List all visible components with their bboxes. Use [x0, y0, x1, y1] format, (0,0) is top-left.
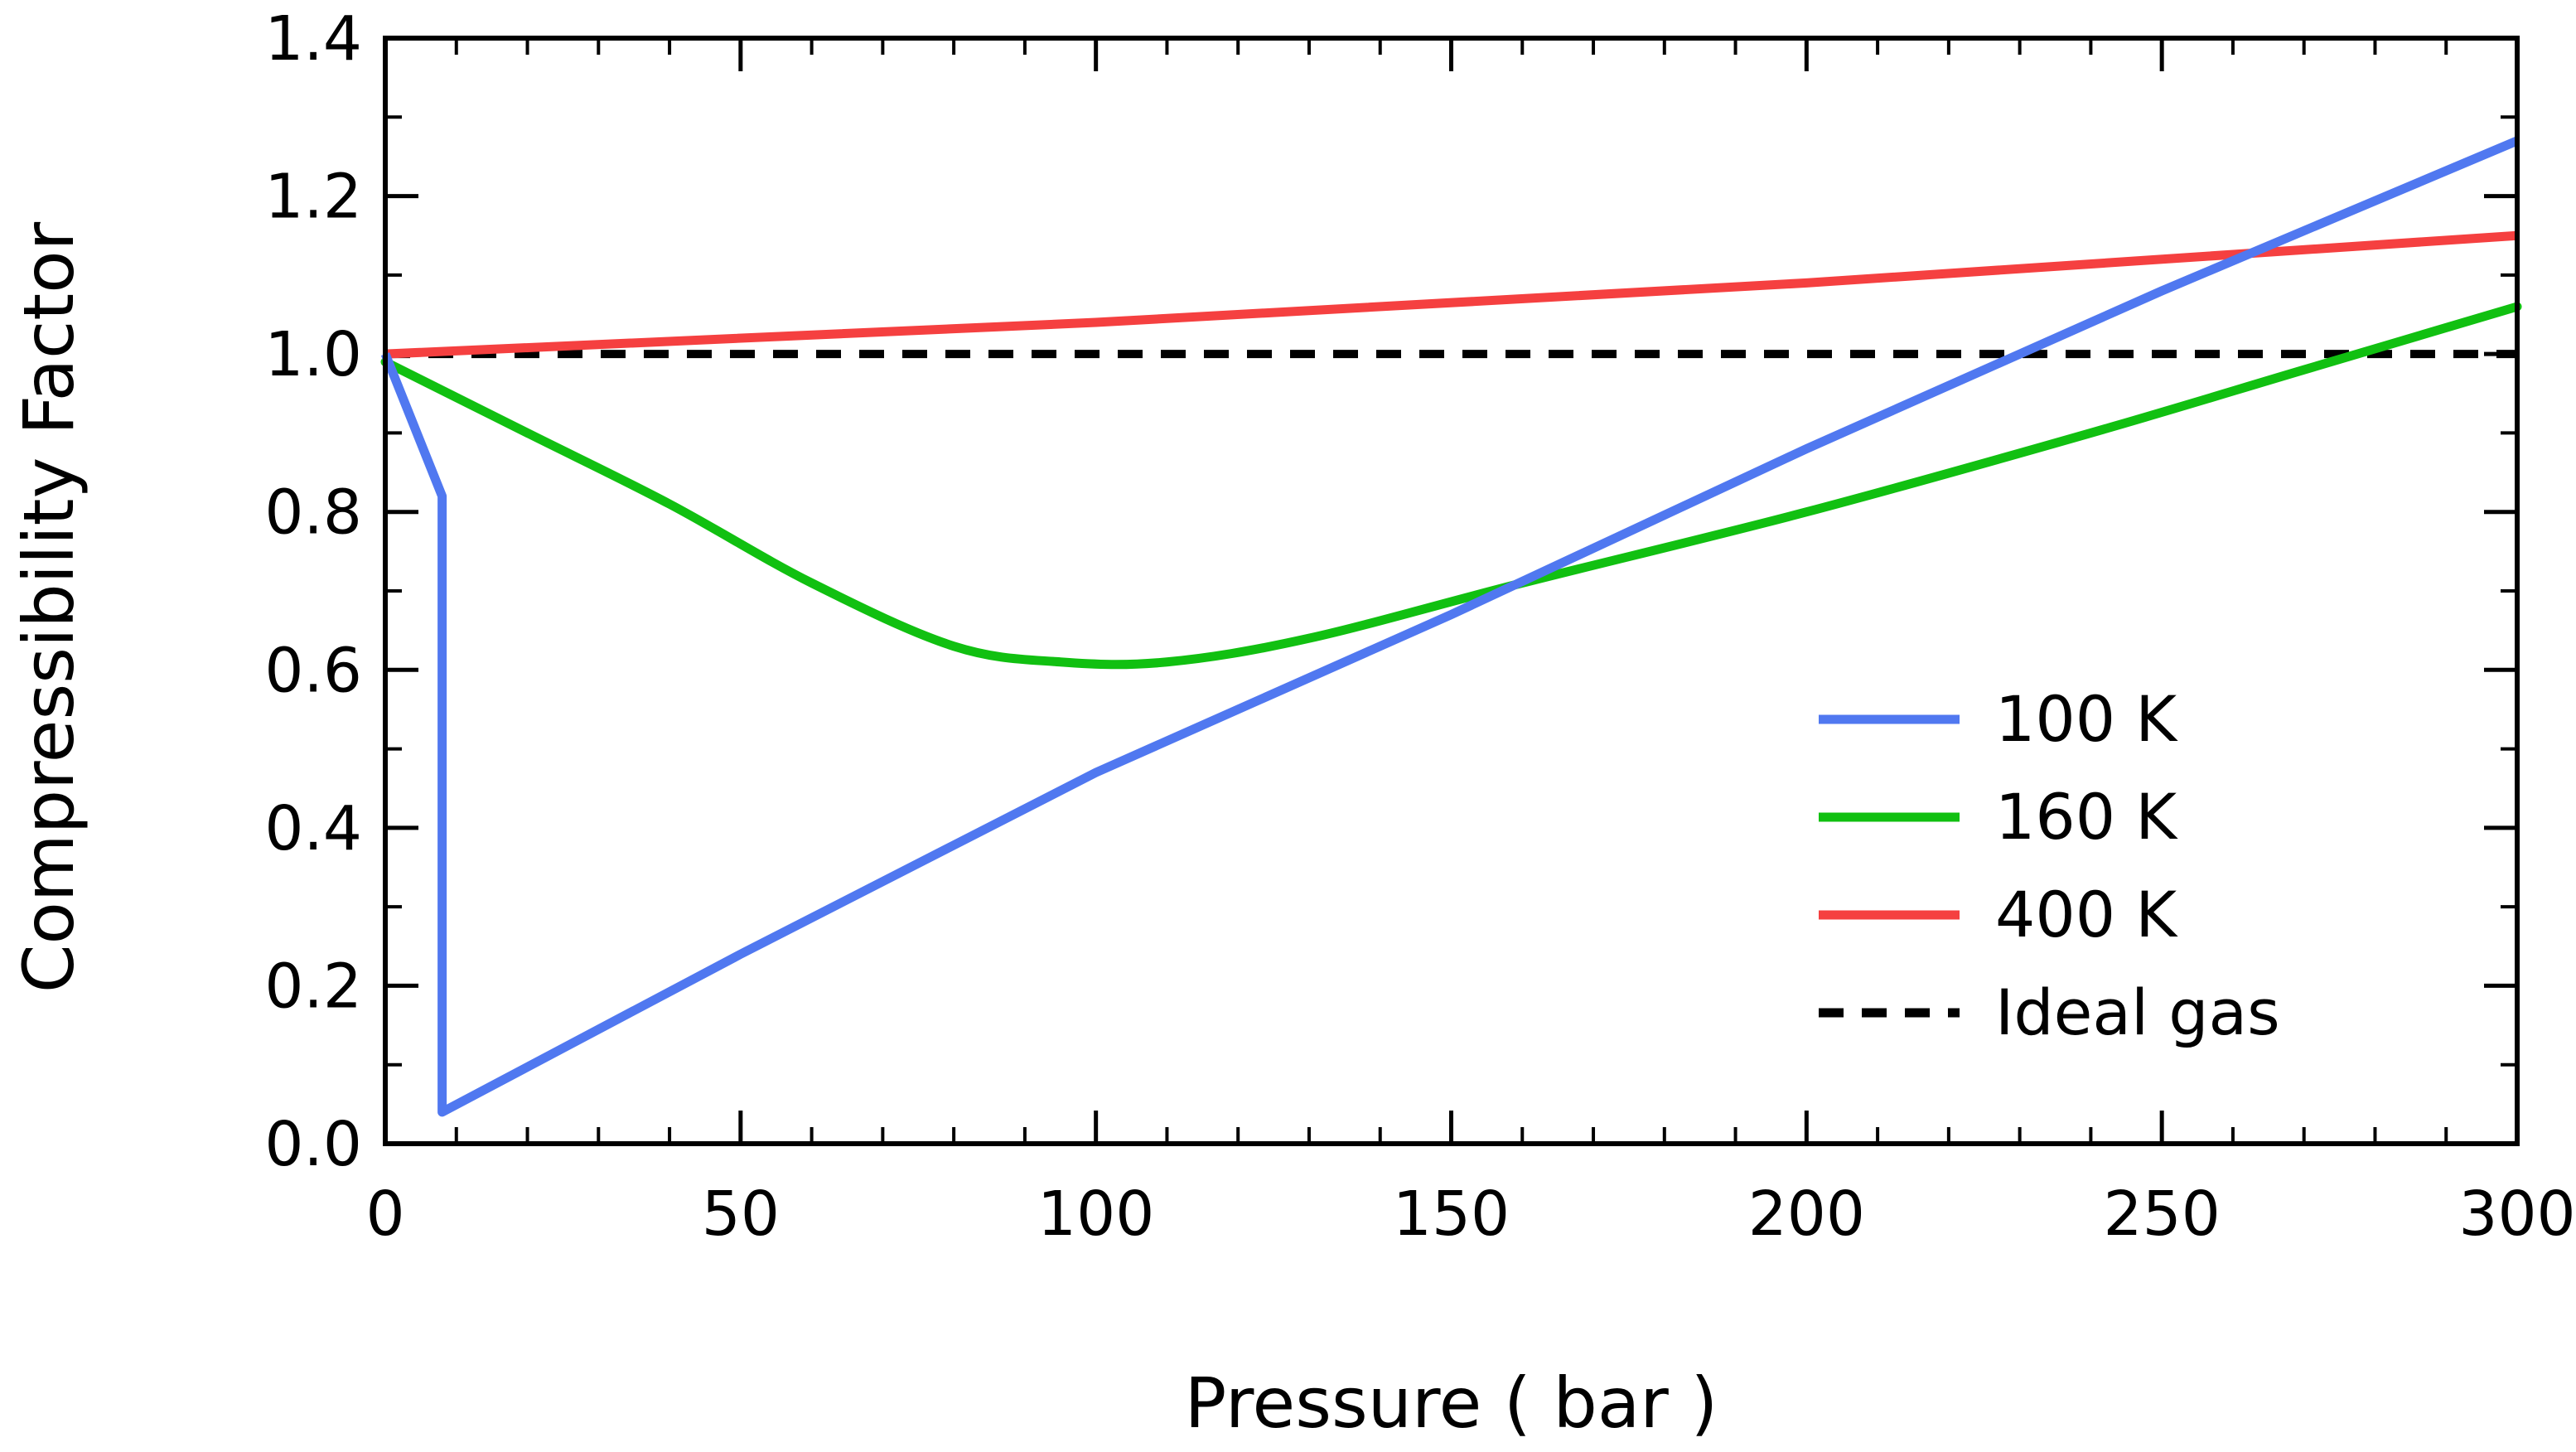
- y-axis-title: Compressibility Factor: [8, 221, 89, 993]
- legend: 100 K 160 K 400 K Ideal gas: [1819, 682, 2280, 1049]
- y-tick-label: 1.2: [264, 162, 362, 233]
- y-tick-label: 0.2: [264, 951, 362, 1022]
- series-layer: [380, 136, 2522, 1117]
- legend-label-ideal-gas: Ideal gas: [1995, 975, 2280, 1049]
- x-tick-label: 150: [1393, 1179, 1510, 1250]
- plot-frame: [383, 36, 2520, 1146]
- y-tick-label: 1.4: [264, 3, 362, 75]
- y-tick-label: 0.6: [264, 635, 362, 706]
- tick-labels: 0 50 100 150 200 250 300 0.0 0.2 0.4 0.6 0.8 1.0 1.2 1…: [264, 3, 2575, 1250]
- y-tick-label: 0.8: [264, 477, 362, 549]
- x-tick-label: 250: [2104, 1179, 2221, 1250]
- x-axis-title: Pressure ( bar ): [1185, 1362, 1718, 1444]
- x-tick-label: 50: [702, 1179, 780, 1250]
- y-tick-label: 0.4: [264, 793, 362, 864]
- y-tick-label: 1.0: [264, 319, 362, 390]
- series-line-100-k: [380, 136, 2520, 1117]
- y-tick-label: 0.0: [264, 1109, 362, 1180]
- x-tick-label: 0: [365, 1179, 404, 1250]
- series-line-400-k: [384, 230, 2518, 359]
- legend-label-400-k: 400 K: [1995, 878, 2178, 951]
- x-tick-label: 100: [1037, 1179, 1154, 1250]
- legend-label-160-k: 160 K: [1995, 780, 2178, 854]
- x-tick-label: 200: [1748, 1179, 1865, 1250]
- legend-label-100-k: 100 K: [1995, 682, 2178, 756]
- x-tick-label: 300: [2458, 1179, 2575, 1250]
- series-line-160-k: [380, 302, 2522, 670]
